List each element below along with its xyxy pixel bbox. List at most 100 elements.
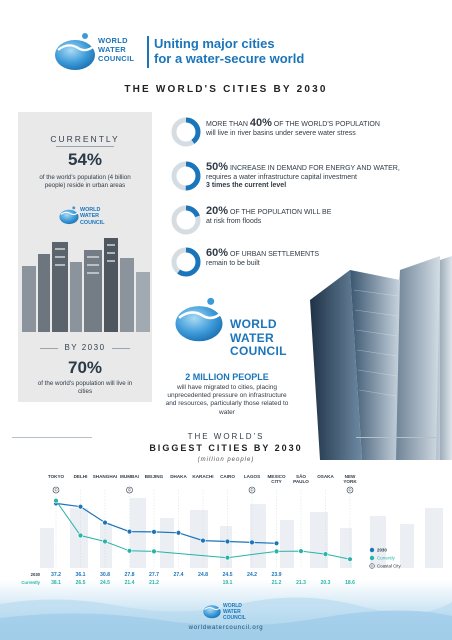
stat-text: 60% OF URBAN SETTLEMENTS remain to be bui… xyxy=(206,247,320,267)
divider xyxy=(56,146,114,147)
stat-text: 20% OF THE POPULATION WILL BE at risk fro… xyxy=(206,205,332,225)
data-point xyxy=(126,528,133,535)
footer-url[interactable]: worldwatercouncil.org xyxy=(188,625,264,631)
skyline-background xyxy=(40,498,443,568)
migration-headline: 2 MILLION PEOPLE xyxy=(185,372,269,382)
coastal-city-icon xyxy=(126,486,133,494)
series-line-currently xyxy=(55,500,351,560)
data-point xyxy=(224,554,231,561)
chart-units: (million people) xyxy=(197,457,255,463)
by2030-value: 70% xyxy=(67,358,103,377)
brand-name: WORLD WATER COUNCIL xyxy=(80,207,105,226)
value-label: 24.5 xyxy=(222,572,232,578)
currently-value: 54% xyxy=(67,150,103,169)
data-point xyxy=(175,530,182,536)
legend-label: Currently xyxy=(377,556,396,561)
data-point xyxy=(298,548,304,554)
value-label: 27.8 xyxy=(124,572,134,578)
currently-text: of the world's population (4 billion peo… xyxy=(39,174,131,189)
series-line-2030 xyxy=(55,502,277,544)
data-point xyxy=(224,538,231,545)
coastal-city-icon-label: © xyxy=(128,488,132,493)
data-point xyxy=(77,532,84,539)
data-point xyxy=(347,556,353,562)
value-label: 24.5 xyxy=(100,580,110,586)
value-label: 37.2 xyxy=(51,572,61,578)
stat-text: MORE THAN 40% OF THE WORLD'S POPULATION w… xyxy=(206,117,380,137)
coastal-city-icon-label: © xyxy=(348,488,352,493)
skyscraper-illustration xyxy=(310,256,452,460)
value-label: 23.9 xyxy=(271,572,281,578)
value-label: 21.2 xyxy=(272,580,282,586)
divider xyxy=(12,437,92,438)
by2030-text: of the world's population will live in c… xyxy=(37,380,133,395)
data-point xyxy=(102,519,108,526)
data-point xyxy=(322,551,329,557)
legend-marker xyxy=(369,547,375,553)
skyscraper-illustration xyxy=(22,238,150,332)
data-point xyxy=(200,537,206,544)
water-background xyxy=(0,580,452,640)
value-label: 20.3 xyxy=(321,580,331,586)
chart-title: THE WORLD'S xyxy=(187,432,265,441)
data-point xyxy=(273,548,280,555)
brand-name: WORLD WATER COUNCIL xyxy=(98,36,135,63)
divider xyxy=(40,348,58,349)
category-label: LAGOS xyxy=(244,474,260,479)
category-label: DELHI xyxy=(74,474,88,479)
value-label: 21.3 xyxy=(296,580,306,586)
page-headline: Uniting major cities for a water-secure w… xyxy=(154,36,305,66)
value-label: 18.6 xyxy=(345,580,355,586)
value-label: 30.8 xyxy=(100,572,110,578)
coastal-city-icon xyxy=(369,563,375,569)
data-point xyxy=(102,538,108,545)
currently-label: CURRENTLY xyxy=(50,134,120,144)
value-label: 24.2 xyxy=(247,572,257,578)
value-label: 36.1 xyxy=(75,572,85,578)
coastal-city-icon-label: © xyxy=(250,488,254,493)
row-label: Currently xyxy=(21,580,40,585)
data-point xyxy=(273,540,280,547)
category-label: SHANGHAI xyxy=(93,474,118,479)
value-label: 19.1 xyxy=(223,580,233,586)
coastal-city-icon-label: © xyxy=(54,488,58,493)
data-point xyxy=(151,548,157,555)
data-point xyxy=(53,498,59,504)
by2030-label: BY 2030 xyxy=(64,343,106,352)
migration-text: will have migrated to cities, placing un… xyxy=(165,384,289,416)
brand-name: WORLD WATER COUNCIL xyxy=(223,603,246,621)
percentage-ring-icon xyxy=(171,205,201,235)
category-label: BEIJING xyxy=(145,474,164,479)
value-label: 21.2 xyxy=(149,580,159,586)
chart-subtitle: BIGGEST CITIES BY 2030 xyxy=(149,443,303,453)
divider xyxy=(112,348,130,349)
category-label: MEXICO CITY xyxy=(267,474,286,484)
water-drop-logo-icon xyxy=(175,297,223,342)
data-point xyxy=(126,548,133,554)
percentage-ring-icon xyxy=(171,117,201,147)
legend-label: Coastal City xyxy=(377,564,401,569)
category-label: SÃO PAULO xyxy=(293,473,309,484)
category-label: MUMBAI xyxy=(120,474,139,479)
legend-marker xyxy=(369,555,375,561)
stat-text: 50% INCREASE IN DEMAND FOR ENERGY AND WA… xyxy=(206,161,400,190)
data-point xyxy=(77,503,84,510)
data-point xyxy=(151,529,157,535)
category-label: TOKYO xyxy=(48,474,65,479)
percentage-ring-icon xyxy=(171,161,201,191)
category-label: OSAKA xyxy=(317,474,334,479)
category-label: KARACHI xyxy=(192,474,213,479)
legend-label: 2030 xyxy=(377,548,387,553)
row-label: 2030 xyxy=(31,572,41,577)
value-label: 27.4 xyxy=(173,572,183,578)
value-label: 24.8 xyxy=(198,572,208,578)
water-drop-logo-icon xyxy=(59,206,79,225)
header-divider xyxy=(147,36,149,68)
biggest-cities-chart: TOKYO © DELHI SHANGHAI MUMBAI © BEIJING DHAKA KA… xyxy=(21,473,443,586)
value-label: 26.5 xyxy=(76,580,86,586)
brand-name: WORLD WATER COUNCIL xyxy=(230,317,287,358)
data-point xyxy=(249,539,255,546)
water-drop-logo-icon xyxy=(203,605,221,619)
category-label: DHAKA xyxy=(170,474,187,479)
value-label: 21.4 xyxy=(125,580,135,586)
